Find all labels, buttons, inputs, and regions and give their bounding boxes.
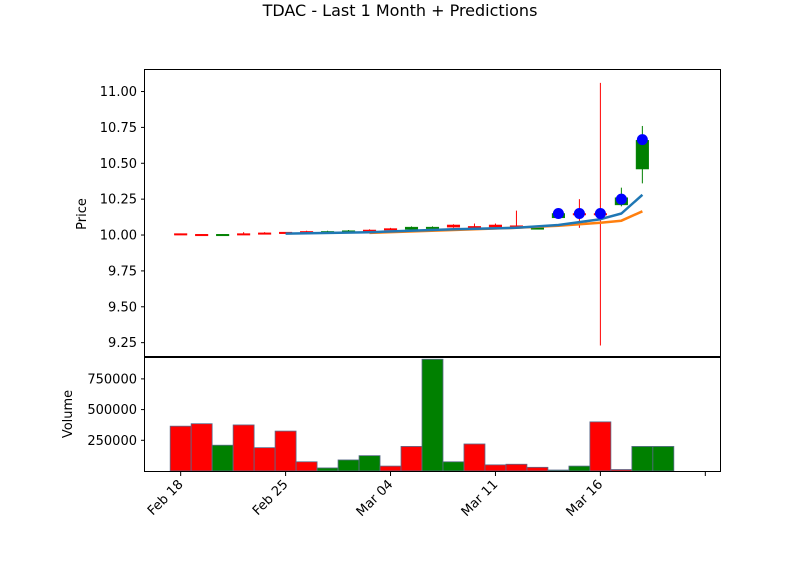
price-y-ticks: 9.25 9.50 9.75 10.00 10.25 10.50 10.75 11.00 (100, 85, 145, 351)
volume-bar (610, 469, 633, 472)
price-y-tick-label: 9.75 (108, 264, 137, 279)
price-panel: 9.25 9.50 9.75 10.00 10.25 10.50 10.75 11.00 Pr… (75, 69, 721, 357)
price-y-tick-label: 9.25 (108, 336, 137, 351)
volume-bar (421, 358, 444, 472)
candle-body (425, 226, 440, 229)
volume-bar (358, 455, 381, 472)
prediction-marker (552, 208, 564, 219)
prediction-marker (573, 208, 585, 219)
candle-body (174, 233, 188, 236)
blue-series-line (285, 193, 644, 235)
price-y-tick-label: 11.00 (100, 85, 137, 100)
volume-bar (442, 461, 465, 472)
volume-bar (190, 423, 213, 472)
prediction-marker (615, 193, 627, 205)
volume-bar (211, 444, 234, 472)
volume-bar (337, 459, 360, 472)
volume-bar (274, 430, 297, 472)
volume-bar (631, 446, 654, 472)
candle-body (488, 224, 503, 228)
price-y-tick-label: 10.50 (100, 157, 137, 172)
price-y-tick-label: 10.25 (100, 193, 137, 208)
candle-body (446, 224, 461, 228)
price-y-tick-label: 9.50 (108, 300, 137, 315)
candle-body (383, 228, 398, 231)
volume-y-axis-label: Volume (61, 390, 76, 438)
volume-bar (169, 425, 192, 472)
price-axes-frame (144, 69, 721, 357)
volume-bar (463, 443, 486, 472)
volume-bar (526, 466, 549, 472)
volume-y-ticks: 250000 500000 750000 (87, 372, 145, 449)
price-y-axis-label: Price (75, 198, 90, 230)
volume-bar (505, 463, 528, 472)
prediction-marker (636, 134, 648, 146)
prediction-marker (594, 208, 606, 219)
volume-y-tick-label: 750000 (87, 372, 137, 387)
volume-y-tick-label: 250000 (87, 434, 137, 449)
volume-bar (568, 465, 591, 472)
candle-body (258, 232, 272, 235)
candle-body (237, 233, 251, 236)
volume-y-tick-label: 500000 (87, 403, 137, 418)
volume-bar (547, 469, 570, 472)
volume-bar (295, 461, 318, 472)
candle-body (404, 226, 419, 230)
volume-bar (400, 446, 423, 472)
volume-bar (232, 424, 255, 472)
volume-axes-frame (144, 357, 721, 472)
volume-bar (253, 447, 276, 472)
price-y-tick-label: 10.75 (100, 121, 137, 136)
candle-body (195, 234, 209, 237)
volume-bar (484, 464, 507, 472)
volume-bar (589, 421, 612, 472)
price-y-tick-label: 10.00 (100, 229, 137, 244)
volume-bar (379, 465, 402, 472)
volume-panel: 250000 500000 750000 Volume (61, 357, 721, 472)
chart-title: TDAC - Last 1 Month + Predictions (262, 1, 538, 20)
candle-body (216, 234, 230, 237)
price-marks (174, 82, 649, 346)
volume-bar (316, 467, 339, 472)
volume-bar (652, 446, 675, 472)
